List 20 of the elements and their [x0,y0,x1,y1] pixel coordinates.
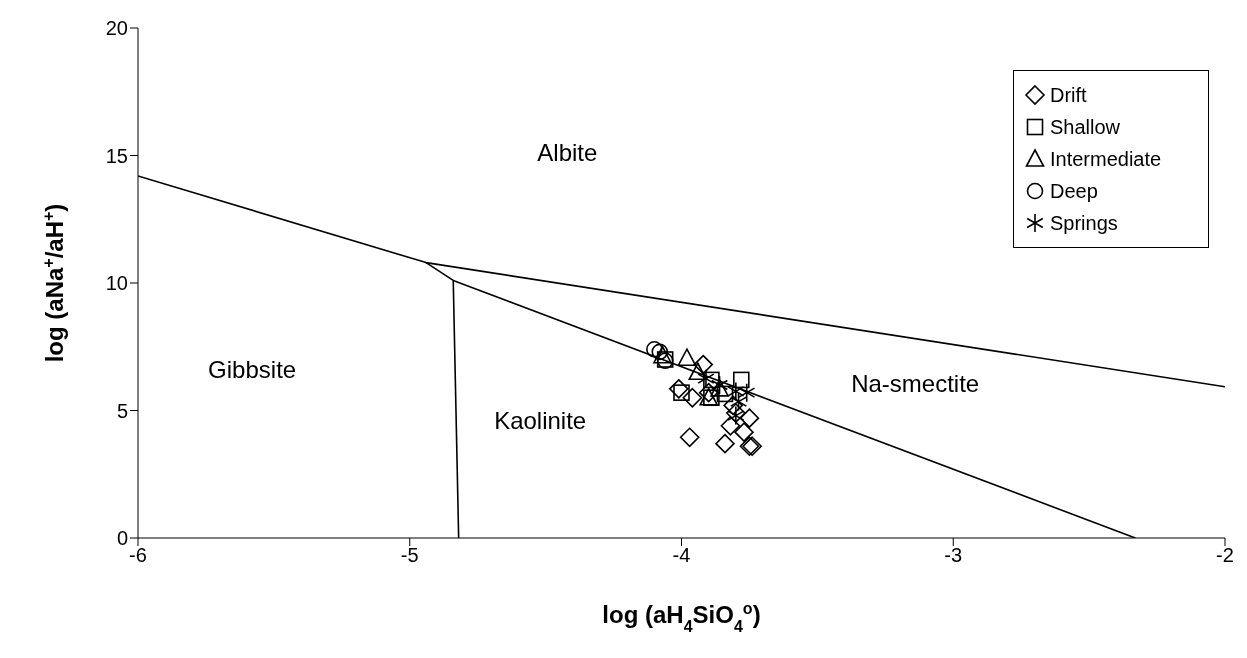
y-tick-label: 15 [105,144,128,167]
y-tick-label: 5 [116,399,128,422]
x-tick-label: -4 [672,544,691,567]
y-tick-label: 20 [105,17,128,40]
legend-label: Deep [1050,179,1098,203]
annotation: Kaolinite [494,407,587,435]
legend-label: Intermediate [1050,147,1162,171]
x-tick-label: -2 [1216,544,1234,567]
annotation: Albite [537,139,598,167]
y-tick-label: 0 [116,527,128,550]
x-axis-title: log (aH$_{4}$SiO$_{4}$$^{o}$) [602,600,761,635]
legend-label: Drift [1050,83,1087,107]
legend-label: Shallow [1050,115,1121,139]
legend-label: Springs [1050,211,1118,235]
annotation: Gibbsite [208,356,297,384]
y-tick-label: 10 [105,272,128,295]
annotation: Na-smectite [851,370,980,398]
x-tick-label: -5 [400,544,419,567]
x-tick-label: -3 [944,544,963,567]
x-tick-label: -6 [129,544,147,567]
